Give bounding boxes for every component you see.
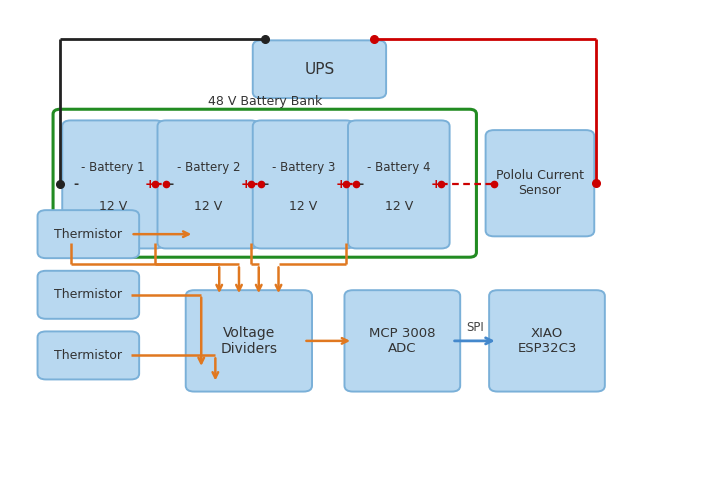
FancyBboxPatch shape (489, 290, 605, 392)
Text: 48 V Battery Bank: 48 V Battery Bank (207, 95, 322, 108)
FancyBboxPatch shape (253, 41, 386, 98)
Text: Thermistor: Thermistor (54, 288, 122, 301)
Text: -: - (73, 178, 78, 191)
Text: - Battery 2: - Battery 2 (176, 161, 240, 174)
Text: +: + (145, 178, 156, 191)
FancyBboxPatch shape (37, 210, 139, 258)
FancyBboxPatch shape (344, 290, 460, 392)
FancyBboxPatch shape (37, 271, 139, 319)
Text: Voltage
Dividers: Voltage Dividers (220, 326, 277, 356)
Text: Pololu Current
Sensor: Pololu Current Sensor (496, 169, 584, 197)
Text: SPI: SPI (466, 321, 484, 334)
Text: 12 V: 12 V (194, 200, 222, 213)
Text: +: + (431, 178, 441, 191)
Text: -: - (359, 178, 364, 191)
Text: +: + (240, 178, 251, 191)
Text: 12 V: 12 V (289, 200, 318, 213)
Text: +: + (336, 178, 346, 191)
FancyBboxPatch shape (62, 120, 164, 248)
Text: 12 V: 12 V (99, 200, 127, 213)
Text: XIAO
ESP32C3: XIAO ESP32C3 (517, 327, 577, 355)
Text: - Battery 3: - Battery 3 (272, 161, 336, 174)
FancyBboxPatch shape (158, 120, 259, 248)
Text: - Battery 4: - Battery 4 (367, 161, 431, 174)
Text: MCP 3008
ADC: MCP 3008 ADC (369, 327, 436, 355)
FancyBboxPatch shape (37, 332, 139, 380)
Text: UPS: UPS (305, 62, 335, 77)
FancyBboxPatch shape (253, 120, 354, 248)
Text: - Battery 1: - Battery 1 (81, 161, 145, 174)
FancyBboxPatch shape (186, 290, 312, 392)
Text: -: - (264, 178, 269, 191)
FancyBboxPatch shape (485, 130, 594, 236)
Text: Thermistor: Thermistor (54, 349, 122, 362)
Text: Thermistor: Thermistor (54, 228, 122, 241)
Text: -: - (168, 178, 174, 191)
Text: 12 V: 12 V (384, 200, 413, 213)
FancyBboxPatch shape (348, 120, 449, 248)
